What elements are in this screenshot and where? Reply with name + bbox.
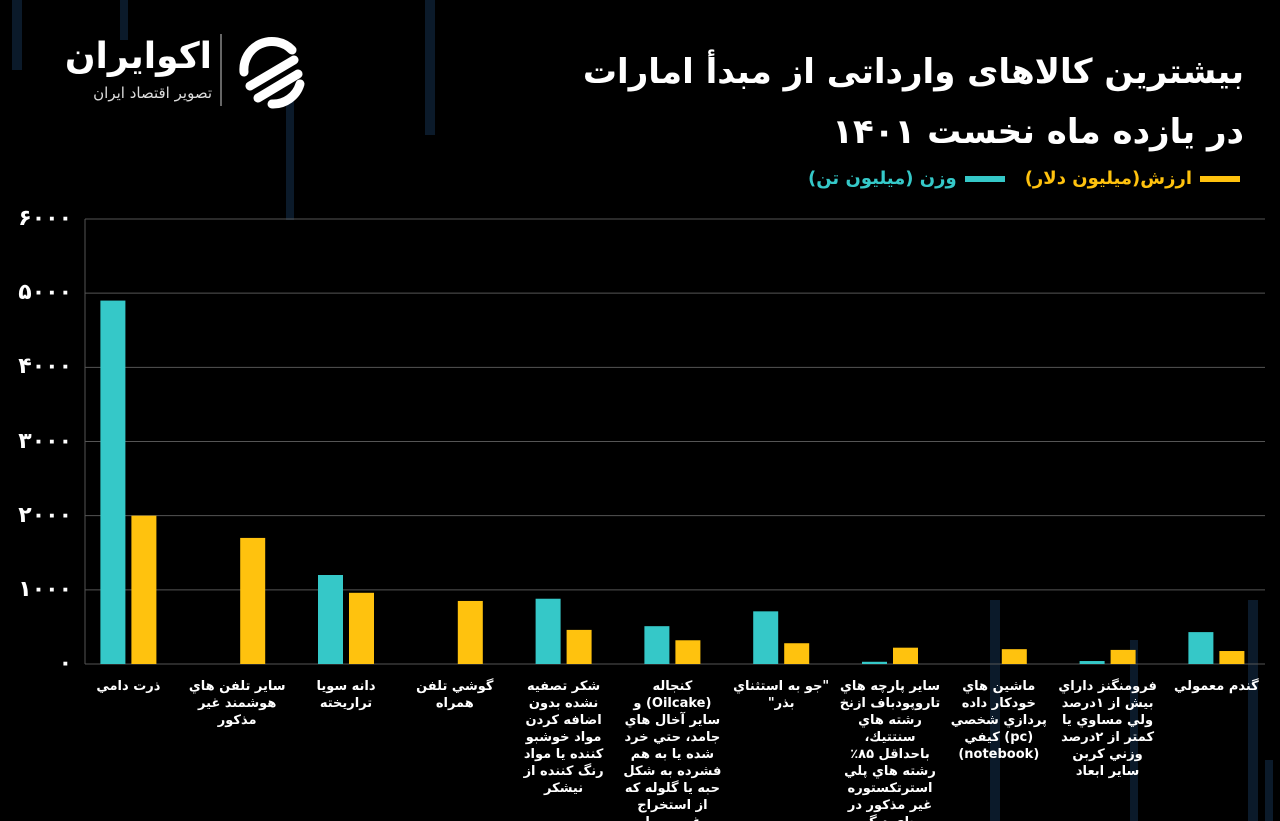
- x-tick-label: دانه سويا تراريخته: [316, 679, 376, 711]
- bar: [240, 537, 266, 664]
- x-tick-label: ساير تلفن هاي هوشمند غير مذكور: [188, 679, 286, 728]
- x-tick-label: كنجاله (Oilcake) و ساير آخال هاي جامد، ح…: [623, 679, 722, 821]
- title-line: بیشترین کالاهای وارداتی از مبدأ امارات: [582, 52, 1244, 92]
- y-tick-label: ۲۰۰۰: [18, 502, 72, 528]
- bar: [1219, 651, 1245, 664]
- bar: [318, 575, 343, 664]
- x-tick-label: گوشي تلفن همراه: [416, 679, 494, 711]
- logo-icon: [239, 36, 305, 109]
- bar: [535, 598, 561, 664]
- logo-name: اکوایران: [64, 36, 212, 77]
- bar: [675, 640, 701, 664]
- legend-item: ارزش(میلیون دلار): [1025, 168, 1240, 189]
- x-tick-label: ماشين هاي خودكار داده پردازي شخصي (pc) ك…: [950, 679, 1047, 762]
- x-tick-label: "جو به استثناي بذر": [733, 679, 830, 711]
- bar: [457, 600, 483, 664]
- y-tick-label: ۳۰۰۰: [18, 428, 72, 454]
- x-tick-label: شكر تصفيه نشده بدون اضافه كردن مواد خوشب…: [523, 679, 604, 796]
- bar: [131, 515, 157, 664]
- legend: وزن (میلیون تن) ارزش(میلیون دلار): [808, 168, 1240, 189]
- bar: [862, 661, 887, 664]
- background-decoration: [12, 0, 1273, 821]
- bar: [1079, 661, 1105, 664]
- bar: [349, 592, 374, 664]
- y-tick-label: ۶۰۰۰: [18, 206, 72, 231]
- bar: [753, 611, 779, 664]
- bar: [100, 300, 126, 664]
- x-tick-label: گندم معمولي: [1174, 679, 1259, 694]
- bar: [1001, 649, 1027, 664]
- bar: [566, 629, 592, 664]
- legend-swatch: [1200, 175, 1240, 182]
- title-line: در یازده ماه نخست ۱۴۰۱: [832, 112, 1244, 152]
- logo: اکوایران تصویر اقتصاد ایران: [50, 32, 310, 112]
- legend-label: ارزش(میلیون دلار): [1024, 168, 1192, 189]
- y-tick-label: ۱۰۰۰: [18, 576, 72, 602]
- bar: [1188, 632, 1214, 664]
- y-tick-label: ۴۰۰۰: [18, 354, 72, 380]
- logo-divider: [220, 34, 222, 106]
- y-tick-label: ۵۰۰۰: [18, 280, 72, 306]
- legend-item: وزن (میلیون تن): [808, 168, 1005, 189]
- bar: [784, 643, 810, 664]
- logo-tagline: تصویر اقتصاد ایران: [93, 84, 212, 102]
- legend-label: وزن (میلیون تن): [808, 168, 957, 189]
- bar: [1110, 649, 1136, 664]
- bar: [893, 647, 918, 664]
- y-tick-label: ۰: [58, 651, 72, 676]
- x-tick-label: ذرت دامي: [96, 679, 161, 694]
- chart-title: بیشترین کالاهای وارداتی از مبدأ امارات د…: [583, 42, 1244, 162]
- legend-swatch: [964, 175, 1005, 182]
- x-tick-label: فرومنگنز داراي بيش از ۱درصد ولي مساوي يا…: [1058, 679, 1157, 779]
- bar: [644, 626, 670, 664]
- x-tick-label: ساير پارچه هاي تاروپودباف ازنخ رشته هاي …: [839, 679, 941, 821]
